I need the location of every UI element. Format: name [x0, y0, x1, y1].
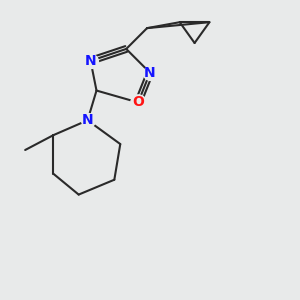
- Text: N: N: [85, 54, 96, 68]
- Text: N: N: [82, 113, 93, 127]
- Text: O: O: [132, 95, 144, 110]
- Text: N: N: [144, 66, 156, 80]
